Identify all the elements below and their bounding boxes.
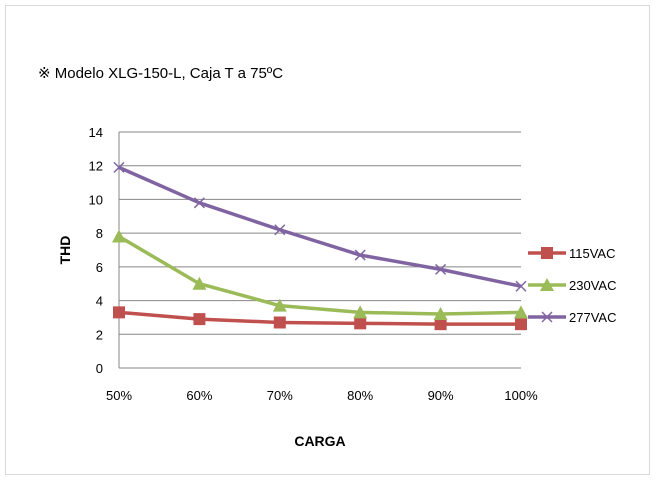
marker-stroke [193, 197, 205, 209]
data-point [273, 316, 286, 329]
x-tick-label: 100% [504, 388, 538, 403]
legend-item-277VAC: 277VAC [528, 310, 616, 325]
y-axis-title: THD [57, 236, 73, 265]
legend: 115VAC 230VAC 277VAC [528, 246, 616, 325]
data-point [434, 318, 447, 331]
series-group [112, 161, 528, 331]
y-tick-label: 12 [89, 159, 103, 174]
legend-item-230VAC: 230VAC [528, 278, 616, 293]
marker-stroke [274, 224, 286, 236]
series-115VAC [113, 306, 527, 331]
y-tick-label: 0 [96, 361, 103, 376]
chart-frame [5, 5, 650, 475]
y-tick-label: 14 [89, 125, 103, 140]
data-point [515, 280, 527, 292]
series-line [118, 165, 522, 288]
data-point [113, 161, 125, 173]
data-point [192, 276, 207, 290]
series-line [118, 235, 522, 316]
y-tick-label: 6 [96, 260, 103, 275]
legend-label: 230VAC [569, 278, 616, 293]
series-277VAC [113, 161, 527, 292]
legend-item-115VAC: 115VAC [528, 246, 616, 261]
marker-stroke [541, 311, 553, 323]
data-point [112, 229, 126, 243]
data-point [433, 307, 448, 321]
y-tick-label: 2 [96, 327, 103, 342]
x-tick-labels: 50% 60% 70% 80% 90% 100% [106, 388, 538, 403]
data-point [354, 317, 367, 330]
y-tick-labels: 0 2 4 6 8 10 12 14 [89, 125, 103, 376]
marker-stroke [354, 249, 366, 261]
data-point [435, 263, 447, 275]
data-point [515, 318, 527, 331]
marker-stroke [515, 280, 527, 292]
legend-label: 115VAC [569, 246, 616, 261]
data-point [353, 305, 368, 319]
x-axis-title: CARGA [294, 433, 345, 449]
series-line [118, 310, 521, 326]
data-point [514, 305, 528, 319]
data-point [193, 197, 205, 209]
y-tick-label: 4 [96, 294, 103, 309]
x-tick-label: 70% [267, 388, 293, 403]
x-tick-label: 60% [186, 388, 212, 403]
y-tick-label: 10 [89, 192, 103, 207]
legend-label: 277VAC [569, 310, 616, 325]
gridlines [118, 131, 521, 369]
series-230VAC [112, 229, 528, 321]
data-point [274, 224, 286, 236]
data-point [272, 298, 287, 312]
legend-marker [541, 311, 553, 323]
marker-stroke [113, 161, 125, 173]
legend-marker [540, 278, 554, 291]
chart-title: ※ Modelo XLG-150-L, Caja T a 75ºC [38, 65, 284, 82]
data-point [354, 249, 366, 261]
x-tick-label: 50% [106, 388, 132, 403]
x-tick-label: 90% [428, 388, 454, 403]
y-tick-label: 8 [96, 226, 103, 241]
marker-stroke [435, 263, 447, 275]
legend-marker [541, 247, 553, 259]
data-point [113, 306, 125, 319]
data-point [193, 313, 206, 326]
x-tick-label: 80% [347, 388, 373, 403]
